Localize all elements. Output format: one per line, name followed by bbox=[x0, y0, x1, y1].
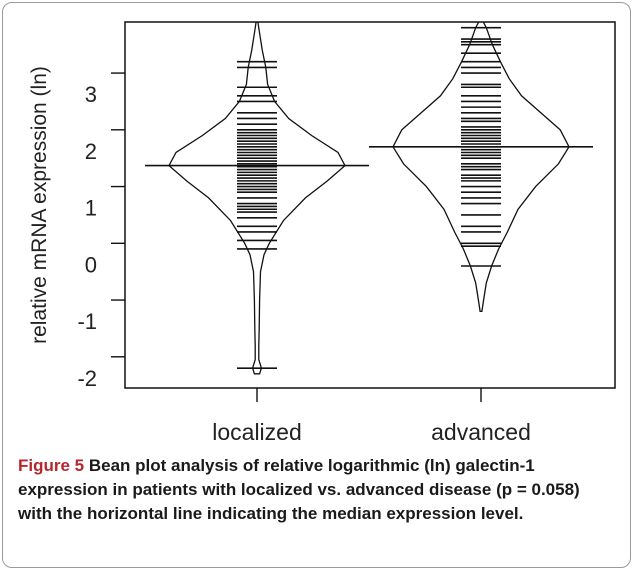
x-tick-label-advanced: advanced bbox=[431, 419, 531, 445]
y-tick-label: 1 bbox=[85, 196, 97, 221]
bean-outline-localized bbox=[168, 22, 346, 375]
y-tick-label: 2 bbox=[85, 139, 97, 164]
y-tick-label: -2 bbox=[77, 366, 97, 391]
y-tick-label: 3 bbox=[85, 82, 97, 107]
x-tick-label-localized: localized bbox=[212, 419, 302, 445]
plot-border bbox=[124, 21, 616, 389]
y-axis-label: relative mRNA expression (ln) bbox=[28, 66, 51, 344]
bean-outline-advanced bbox=[392, 22, 570, 313]
y-tick-label: -1 bbox=[77, 309, 97, 334]
figure-caption-text: Bean plot analysis of relative logarithm… bbox=[18, 456, 580, 523]
y-tick-label: 0 bbox=[85, 252, 97, 277]
bean-plot: relative mRNA expression (ln) -2 -1 0 1 2 3 lo… bbox=[28, 21, 616, 445]
plot-area bbox=[145, 22, 593, 375]
figure-frame bbox=[2, 2, 631, 568]
figure-label: Figure 5 bbox=[18, 456, 85, 475]
figure-caption: Figure 5 Bean plot analysis of relative … bbox=[18, 454, 618, 526]
